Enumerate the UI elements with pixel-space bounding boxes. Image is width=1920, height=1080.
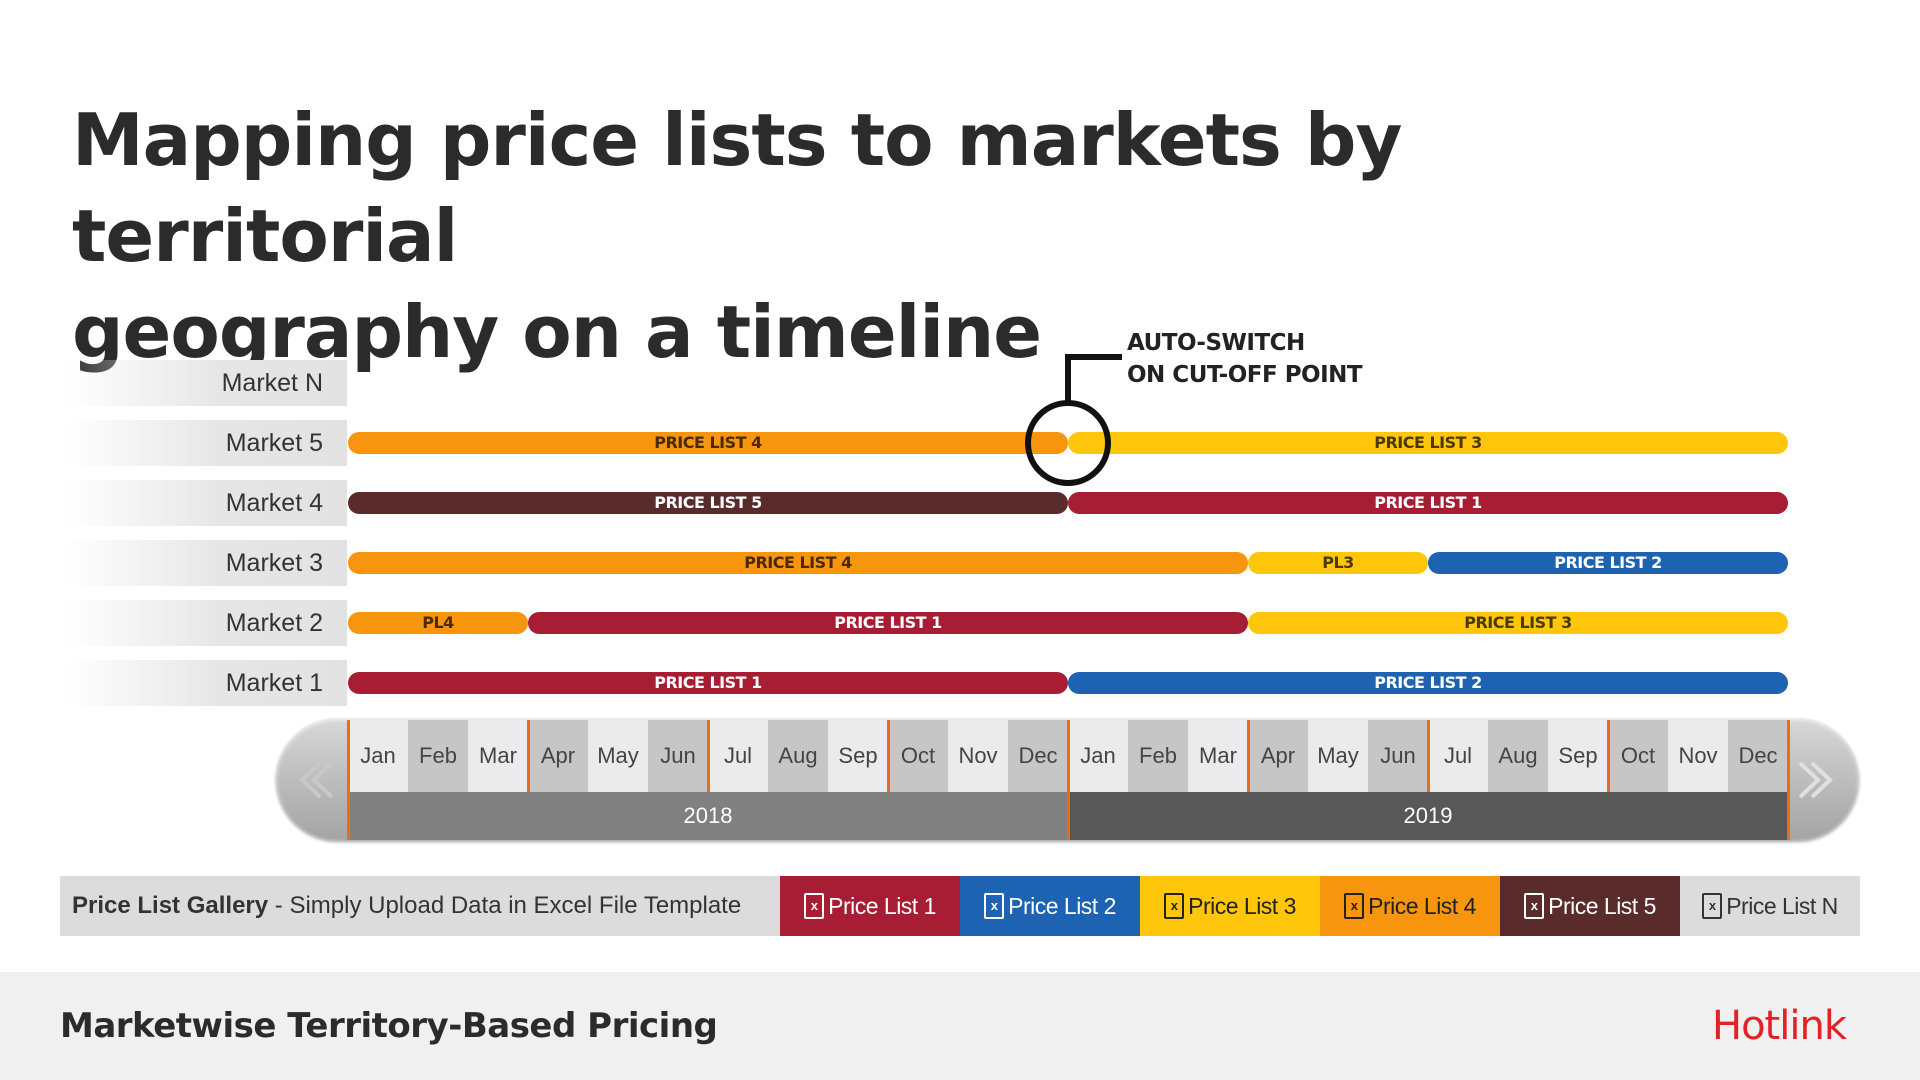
price-list-tile[interactable]: x Price List 2 xyxy=(960,876,1140,936)
month-cell: Dec xyxy=(1728,720,1788,792)
excel-file-icon: x xyxy=(984,892,1005,919)
price-list-tile-label: Price List N xyxy=(1726,893,1838,919)
title-line-1: Mapping price lists to markets by territ… xyxy=(72,98,1402,278)
price-list-bar[interactable]: PRICE LIST 1 xyxy=(1068,492,1788,514)
month-cell: Feb xyxy=(408,720,468,792)
page-title: Mapping price lists to markets by territ… xyxy=(72,92,1672,380)
gallery-title-bold: Price List Gallery xyxy=(72,892,269,919)
cutoff-annotation: AUTO-SWITCH ON CUT-OFF POINT xyxy=(1127,327,1363,391)
market-label: Market 3 xyxy=(65,540,347,586)
month-cell: Jan xyxy=(1068,720,1128,792)
month-cell: Nov xyxy=(1668,720,1728,792)
excel-file-icon: x xyxy=(1702,892,1723,919)
price-list-tile[interactable]: x Price List 3 xyxy=(1140,876,1320,936)
price-list-bar[interactable]: PL4 xyxy=(348,612,528,634)
hotlink-logo: Hotlink xyxy=(1712,1003,1847,1049)
price-list-tile-label: Price List 4 xyxy=(1368,893,1476,919)
month-cell: Sep xyxy=(1548,720,1608,792)
month-cell: Aug xyxy=(1488,720,1548,792)
month-cell: Jun xyxy=(1368,720,1428,792)
scroll-right-icon[interactable] xyxy=(1792,755,1842,805)
annotation-line-2: ON CUT-OFF POINT xyxy=(1127,362,1363,388)
month-cell: May xyxy=(588,720,648,792)
market-label: Market 1 xyxy=(65,660,347,706)
price-list-bar[interactable]: PRICE LIST 1 xyxy=(348,672,1068,694)
price-list-tile[interactable]: x Price List 4 xyxy=(1320,876,1500,936)
month-cell: Apr xyxy=(1248,720,1308,792)
quarter-tick xyxy=(1247,720,1250,792)
quarter-tick xyxy=(347,720,350,840)
excel-file-icon: x xyxy=(1164,892,1185,919)
scroll-left-icon[interactable] xyxy=(290,755,340,805)
price-list-bar[interactable]: PRICE LIST 2 xyxy=(1068,672,1788,694)
month-cell: May xyxy=(1308,720,1368,792)
price-list-tile-label: Price List 3 xyxy=(1188,893,1296,919)
quarter-tick xyxy=(887,720,890,792)
month-cell: Apr xyxy=(528,720,588,792)
quarter-tick xyxy=(1067,720,1070,840)
annotation-line-1: AUTO-SWITCH xyxy=(1127,330,1305,356)
month-cell: Jul xyxy=(708,720,768,792)
quarter-tick xyxy=(1787,720,1790,840)
price-list-bar[interactable]: PRICE LIST 3 xyxy=(1248,612,1788,634)
month-cell: Sep xyxy=(828,720,888,792)
year-band: 2018 xyxy=(348,792,1068,840)
price-list-tile[interactable]: x Price List N xyxy=(1680,876,1860,936)
price-list-bar[interactable]: PRICE LIST 5 xyxy=(348,492,1068,514)
price-list-tile[interactable]: x Price List 1 xyxy=(780,876,960,936)
price-list-bar[interactable]: PL3 xyxy=(1248,552,1428,574)
quarter-tick xyxy=(1427,720,1430,792)
month-cell: Jan xyxy=(348,720,408,792)
quarter-tick xyxy=(527,720,530,792)
market-label: Market N xyxy=(65,360,347,406)
excel-file-icon: x xyxy=(1524,892,1545,919)
month-cell: Oct xyxy=(888,720,948,792)
price-list-tile-label: Price List 5 xyxy=(1548,893,1656,919)
price-list-tile-label: Price List 2 xyxy=(1008,893,1116,919)
footer-title: Marketwise Territory-Based Pricing xyxy=(60,1006,718,1046)
price-list-bar[interactable]: PRICE LIST 1 xyxy=(528,612,1248,634)
market-label: Market 5 xyxy=(65,420,347,466)
month-cell: Nov xyxy=(948,720,1008,792)
price-list-bar[interactable]: PRICE LIST 4 xyxy=(348,552,1248,574)
price-list-tile-label: Price List 1 xyxy=(828,893,936,919)
price-list-bar[interactable]: PRICE LIST 2 xyxy=(1428,552,1788,574)
month-cell: Aug xyxy=(768,720,828,792)
month-cell: Feb xyxy=(1128,720,1188,792)
gallery-title-rest: - Simply Upload Data in Excel File Templ… xyxy=(268,892,742,919)
month-cell: Mar xyxy=(468,720,528,792)
gallery-title: Price List Gallery - Simply Upload Data … xyxy=(72,876,741,936)
month-cell: Oct xyxy=(1608,720,1668,792)
month-cell: Jun xyxy=(648,720,708,792)
excel-file-icon: x xyxy=(1344,892,1365,919)
price-list-bar[interactable]: PRICE LIST 4 xyxy=(348,432,1068,454)
quarter-tick xyxy=(707,720,710,792)
footer-band xyxy=(0,972,1920,1080)
month-cell: Mar xyxy=(1188,720,1248,792)
month-cell: Jul xyxy=(1428,720,1488,792)
market-label: Market 4 xyxy=(65,480,347,526)
price-list-tile[interactable]: x Price List 5 xyxy=(1500,876,1680,936)
excel-file-icon: x xyxy=(804,892,825,919)
year-band: 2019 xyxy=(1068,792,1788,840)
price-list-bar[interactable]: PRICE LIST 3 xyxy=(1068,432,1788,454)
market-label: Market 2 xyxy=(65,600,347,646)
quarter-tick xyxy=(1607,720,1610,792)
month-cell: Dec xyxy=(1008,720,1068,792)
